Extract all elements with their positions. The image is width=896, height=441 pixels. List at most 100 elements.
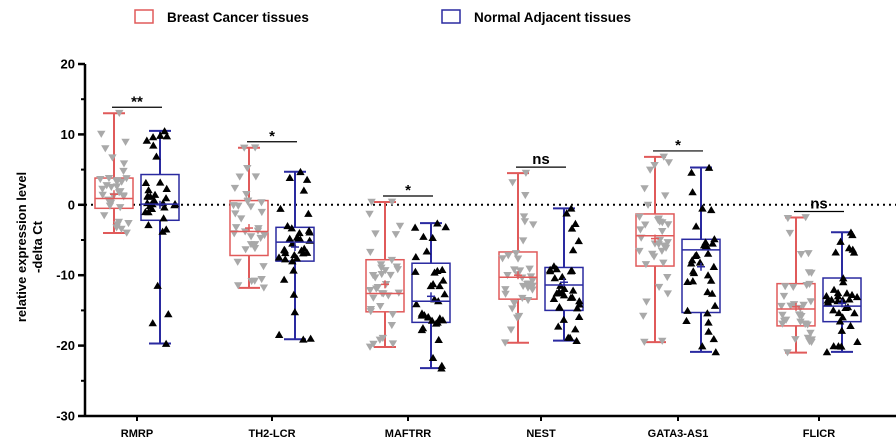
box-gata3-as1-normal bbox=[681, 163, 721, 356]
data-point-triangle-up bbox=[150, 190, 160, 198]
data-point-triangle-up bbox=[568, 293, 577, 301]
data-point-triangle-up bbox=[837, 326, 847, 334]
data-point-triangle-up bbox=[274, 330, 284, 338]
data-point-triangle-up bbox=[703, 249, 713, 257]
data-point-triangle-up bbox=[549, 294, 559, 302]
significance-label: * bbox=[675, 137, 681, 154]
data-point-triangle-up bbox=[274, 253, 284, 261]
data-point-triangle-down bbox=[233, 282, 243, 290]
data-point-triangle-down bbox=[654, 283, 664, 291]
data-point-triangle-down bbox=[98, 185, 107, 193]
data-point-triangle-down bbox=[504, 252, 513, 260]
legend-label: Normal Adjacent tissues bbox=[474, 10, 631, 25]
data-point-triangle-down bbox=[804, 250, 813, 258]
data-point-triangle-up bbox=[686, 259, 696, 267]
y-axis-label-line2: -delta Ct bbox=[30, 220, 45, 273]
data-point-triangle-down bbox=[659, 259, 668, 267]
data-point-triangle-down bbox=[241, 246, 250, 254]
data-point-triangle-up bbox=[829, 306, 838, 314]
data-point-triangle-down bbox=[789, 283, 798, 291]
data-point-triangle-down bbox=[642, 298, 651, 306]
data-point-triangle-down bbox=[636, 226, 645, 234]
data-point-triangle-down bbox=[259, 263, 268, 271]
data-point-triangle-down bbox=[369, 294, 378, 302]
data-point-triangle-up bbox=[835, 317, 845, 325]
data-point-triangle-up bbox=[438, 316, 448, 324]
data-point-triangle-down bbox=[663, 290, 673, 298]
data-point-triangle-down bbox=[376, 261, 386, 269]
data-point-triangle-down bbox=[231, 210, 240, 218]
data-point-triangle-down bbox=[503, 271, 512, 280]
y-tick-label: 10 bbox=[61, 127, 75, 142]
data-point-triangle-up bbox=[683, 306, 692, 314]
data-point-triangle-up bbox=[162, 184, 171, 192]
data-point-triangle-down bbox=[514, 312, 524, 321]
data-point-triangle-down bbox=[807, 269, 816, 277]
data-point-triangle-up bbox=[160, 203, 169, 211]
data-point-triangle-down bbox=[122, 175, 131, 183]
data-point-triangle-down bbox=[510, 300, 519, 308]
data-point-triangle-down bbox=[783, 349, 792, 357]
data-point-triangle-up bbox=[574, 312, 584, 320]
box-maftrr-cancer bbox=[365, 198, 405, 351]
data-point-triangle-up bbox=[853, 337, 862, 345]
data-point-triangle-up bbox=[152, 152, 161, 160]
data-point-triangle-down bbox=[528, 221, 538, 229]
data-point-triangle-down bbox=[518, 274, 527, 282]
data-point-triangle-up bbox=[703, 271, 713, 279]
data-point-triangle-down bbox=[643, 201, 653, 209]
data-point-triangle-down bbox=[104, 175, 114, 183]
data-point-triangle-up bbox=[161, 194, 171, 202]
data-point-triangle-down bbox=[106, 198, 115, 206]
data-point-triangle-down bbox=[641, 261, 651, 269]
data-point-triangle-up bbox=[299, 249, 308, 257]
data-point-triangle-down bbox=[97, 130, 106, 138]
data-point-triangle-down bbox=[795, 311, 804, 320]
data-point-triangle-down bbox=[513, 255, 523, 263]
data-point-triangle-down bbox=[250, 241, 260, 249]
data-point-triangle-down bbox=[365, 343, 375, 351]
data-point-triangle-up bbox=[156, 131, 165, 139]
data-point-triangle-down bbox=[365, 210, 374, 218]
significance-annotations: ****ns*ns bbox=[112, 93, 844, 212]
data-point-triangle-up bbox=[281, 249, 290, 257]
data-point-triangle-up bbox=[707, 205, 716, 214]
data-point-triangle-up bbox=[688, 277, 698, 285]
box-rmrp-cancer bbox=[94, 109, 134, 237]
data-point-triangle-down bbox=[649, 253, 659, 261]
data-point-triangle-up bbox=[164, 310, 173, 318]
data-point-triangle-down bbox=[115, 109, 124, 118]
data-point-triangle-down bbox=[663, 274, 672, 282]
data-point-triangle-up bbox=[845, 295, 854, 303]
box-nest-normal bbox=[544, 204, 584, 345]
data-point-triangle-down bbox=[799, 301, 808, 309]
data-point-triangle-up bbox=[689, 268, 699, 277]
data-point-triangle-down bbox=[508, 305, 517, 313]
data-point-triangle-up bbox=[562, 209, 571, 217]
data-point-triangle-up bbox=[283, 222, 292, 230]
data-point-triangle-up bbox=[141, 207, 150, 216]
x-tick-label: FLICR bbox=[803, 428, 835, 440]
data-point-triangle-up bbox=[695, 258, 705, 266]
data-point-triangle-up bbox=[555, 303, 564, 311]
legend: Breast Cancer tissues Normal Adjacent tis… bbox=[134, 9, 631, 25]
y-axis: -30 -20 -10 0 10 20 bbox=[56, 57, 87, 424]
data-point-triangle-up bbox=[572, 336, 581, 345]
data-point-triangle-up bbox=[549, 262, 559, 270]
data-point-triangle-up bbox=[433, 219, 442, 227]
data-point-triangle-down bbox=[783, 214, 793, 223]
data-point-triangle-down bbox=[663, 239, 672, 247]
data-point-triangle-up bbox=[411, 267, 420, 275]
data-point-triangle-down bbox=[661, 244, 671, 252]
y-tick-label: 20 bbox=[61, 57, 75, 72]
data-point-triangle-up bbox=[574, 237, 583, 245]
data-point-triangle-up bbox=[289, 290, 299, 298]
data-point-triangle-up bbox=[711, 348, 720, 356]
data-point-triangle-down bbox=[528, 286, 537, 294]
data-point-triangle-up bbox=[288, 257, 297, 265]
data-point-triangle-up bbox=[573, 304, 582, 312]
data-point-triangle-up bbox=[833, 288, 843, 297]
box-rmrp-normal bbox=[140, 127, 180, 347]
data-point-triangle-down bbox=[524, 280, 533, 288]
